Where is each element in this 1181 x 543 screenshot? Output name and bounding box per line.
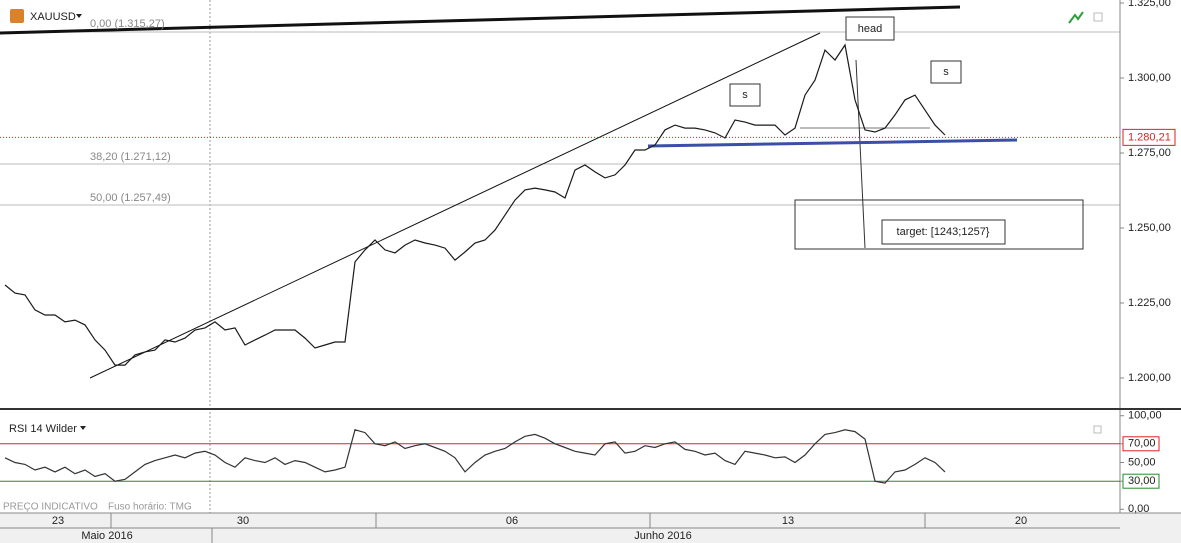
y-tick-label: 70,00 (1128, 438, 1156, 450)
y-tick-label: 1.300,00 (1128, 72, 1171, 84)
symbol-icon (10, 9, 24, 23)
y-tick-label: 50,00 (1128, 456, 1156, 468)
x-tick-label: 13 (782, 515, 794, 527)
label-box (845, 16, 895, 41)
level-box (1122, 436, 1160, 452)
target-line (855, 59, 866, 249)
note: PREÇO INDICATIVO (3, 502, 98, 513)
label-box (881, 219, 1006, 245)
last-price-box (1122, 128, 1176, 146)
note: Fuso horário: TMG (108, 502, 192, 513)
level-box (1122, 473, 1160, 489)
symbol[interactable]: XAUUSD (30, 11, 76, 23)
y-tick-label: 100,00 (1128, 410, 1162, 422)
month-label: Maio 2016 (81, 530, 132, 542)
dropdown-arrow[interactable] (76, 14, 82, 18)
label-box (930, 60, 962, 84)
window-button[interactable] (1093, 12, 1103, 22)
annotation: head (858, 23, 882, 35)
annotation: target: [1243;1257} (897, 226, 990, 238)
month-label: Junho 2016 (634, 530, 692, 542)
last-price-label: 1.280,21 (1128, 131, 1171, 143)
x-tick-label: 23 (52, 515, 64, 527)
fib-label: 50,00 (1.257,49) (90, 192, 171, 204)
fib-label: 38,20 (1.271,12) (90, 151, 171, 163)
trend-icon[interactable] (1068, 11, 1084, 24)
y-tick-label: 1.250,00 (1128, 222, 1171, 234)
y-tick-label: 1.225,00 (1128, 297, 1171, 309)
y-tick-label: 1.200,00 (1128, 372, 1171, 384)
price-line (4, 43, 946, 366)
target-box (794, 199, 1084, 250)
y-tick-label: 0,00 (1128, 503, 1149, 515)
y-tick-label: 1.275,00 (1128, 147, 1171, 159)
x-tick-label: 30 (237, 515, 249, 527)
dropdown-arrow[interactable] (80, 426, 86, 430)
x-tick-label: 06 (506, 515, 518, 527)
label-box (729, 83, 761, 107)
x-tick-label: 20 (1015, 515, 1027, 527)
annotation: s (943, 66, 949, 78)
price-line (4, 429, 946, 484)
trend-line (89, 32, 821, 379)
fib-label: 0,00 (1.315,27) (90, 18, 165, 30)
y-tick-label: 30,00 (1128, 475, 1156, 487)
annotation: s (742, 89, 748, 101)
trend-line (0, 5, 961, 35)
indicator-title[interactable]: RSI 14 Wilder (9, 423, 77, 435)
neckline (647, 138, 1018, 148)
window-button[interactable] (1093, 425, 1102, 434)
y-tick-label: 1.325,00 (1128, 0, 1171, 9)
